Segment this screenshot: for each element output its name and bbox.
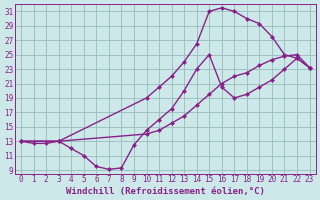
X-axis label: Windchill (Refroidissement éolien,°C): Windchill (Refroidissement éolien,°C) xyxy=(66,187,265,196)
